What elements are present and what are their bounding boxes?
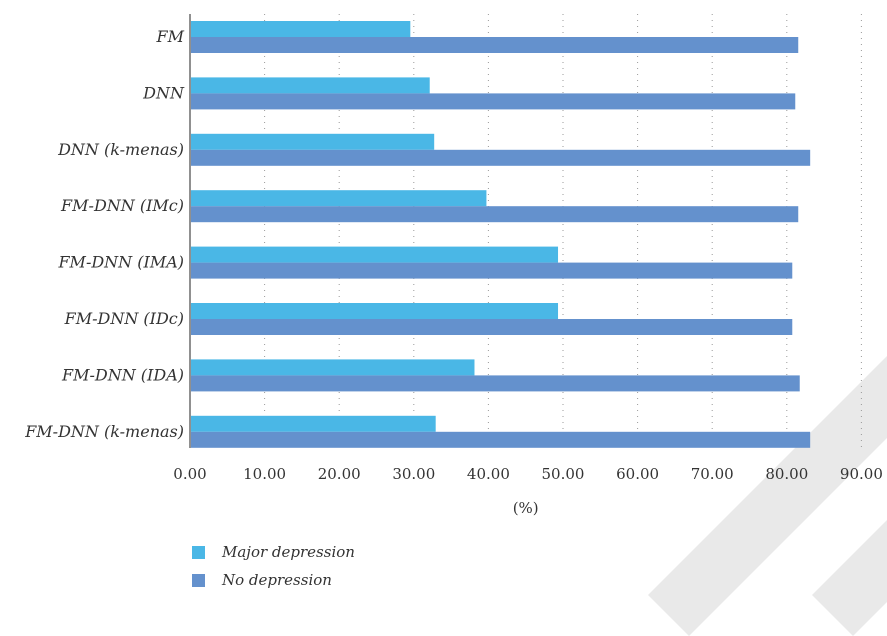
category-label: FM-DNN (IMc)	[60, 196, 184, 215]
x-tick-label: 80.00	[765, 465, 808, 483]
bar-no-depression	[191, 375, 800, 392]
bar-no-depression	[191, 262, 793, 279]
category-label: FM	[156, 27, 185, 46]
bar-chart: FM DNN DNN (k-menas) FM-DNN (IMc) FM-DNN (IM…	[24, 14, 883, 589]
bars	[191, 21, 811, 448]
legend: Major depression No depression	[192, 543, 355, 589]
x-tick-label: 0.00	[173, 465, 206, 483]
x-tick-labels: 0.00 10.00 20.00 30.00 40.00 50.00 60.00 70.00 8…	[173, 465, 883, 483]
bar-no-depression	[191, 206, 799, 223]
bar-no-depression	[191, 149, 811, 166]
bar-no-depression	[191, 93, 796, 110]
x-axis-title: (%)	[513, 499, 539, 517]
x-tick-label: 90.00	[840, 465, 883, 483]
category-label: FM-DNN (IMA)	[57, 253, 184, 272]
x-tick-label: 20.00	[318, 465, 361, 483]
bar-no-depression	[191, 37, 799, 53]
bar-major-depression	[191, 21, 411, 37]
legend-swatch-no-depression	[192, 574, 205, 587]
bar-major-depression	[191, 415, 436, 432]
x-tick-label: 10.00	[243, 465, 286, 483]
category-label: FM-DNN (IDc)	[64, 309, 184, 328]
bar-no-depression	[191, 431, 811, 448]
bar-major-depression	[191, 133, 435, 150]
bar-major-depression	[191, 303, 559, 319]
bar-major-depression	[191, 190, 487, 207]
bar-major-depression	[191, 246, 559, 263]
x-tick-label: 60.00	[616, 465, 659, 483]
legend-label-major-depression: Major depression	[221, 543, 355, 561]
bar-no-depression	[191, 319, 793, 335]
legend-label-no-depression: No depression	[221, 571, 332, 589]
bar-major-depression	[191, 77, 430, 94]
category-label: DNN	[142, 83, 185, 102]
bar-major-depression	[191, 359, 475, 376]
x-tick-label: 70.00	[691, 465, 734, 483]
x-tick-label: 40.00	[467, 465, 510, 483]
legend-swatch-major-depression	[192, 546, 205, 559]
category-label: DNN (k-menas)	[57, 140, 184, 159]
category-label: FM-DNN (IDA)	[61, 365, 184, 384]
category-label: FM-DNN (k-menas)	[24, 422, 184, 441]
x-tick-label: 30.00	[392, 465, 435, 483]
x-tick-label: 50.00	[542, 465, 585, 483]
category-labels: FM DNN DNN (k-menas) FM-DNN (IMc) FM-DNN (IM…	[24, 27, 185, 441]
